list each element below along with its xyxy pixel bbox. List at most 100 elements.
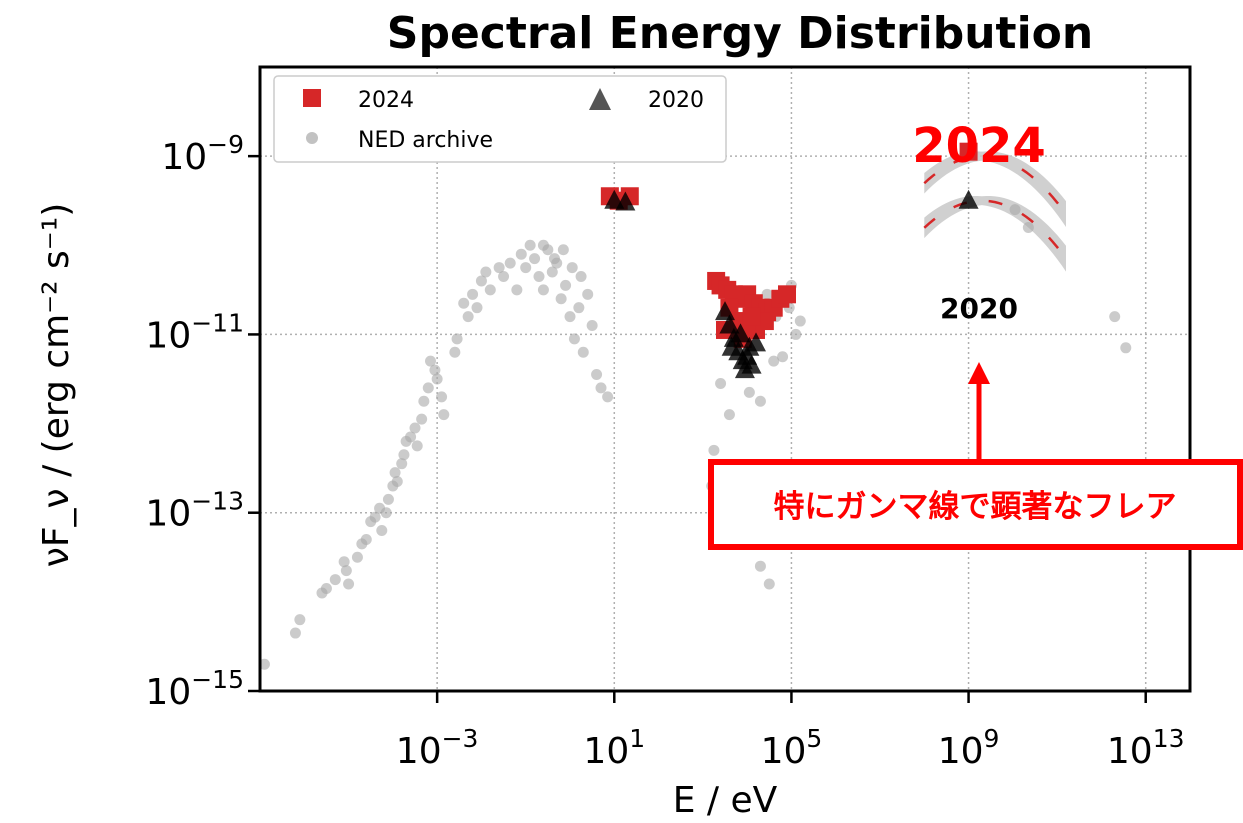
- ned-point: [389, 467, 401, 479]
- ned-point: [376, 525, 388, 537]
- ned-point: [515, 248, 527, 260]
- legend-label-ned: NED archive: [358, 128, 493, 153]
- ned-point: [422, 382, 434, 394]
- ned-point: [418, 395, 430, 407]
- ned-point: [557, 244, 569, 256]
- ned-point: [520, 262, 532, 274]
- ned-point: [511, 284, 523, 296]
- ned-point: [754, 560, 766, 572]
- ned-point: [380, 507, 392, 519]
- ned-point: [431, 373, 443, 385]
- legend-marker-ned: [306, 132, 318, 144]
- callout-arrow-head: [968, 362, 990, 384]
- fit-bands: [923, 151, 1068, 272]
- x-tick-label: 105: [761, 724, 823, 772]
- x-tick-label: 1013: [1107, 724, 1185, 772]
- x-tick-label: 101: [583, 724, 645, 772]
- point-2020: [734, 359, 755, 379]
- y-tick-label: 10−13: [145, 487, 244, 535]
- ned-point: [529, 253, 541, 265]
- point-2020: [719, 314, 740, 334]
- ned-point: [462, 311, 474, 323]
- ned-point: [537, 284, 549, 296]
- fit-band-2020: [924, 195, 1066, 272]
- y-tick-label: 10−15: [145, 665, 244, 713]
- x-axis-label: E / eV: [673, 780, 778, 821]
- ned-point: [1109, 311, 1121, 323]
- ned-point: [438, 409, 450, 421]
- ned-point: [568, 333, 580, 345]
- ned-point: [582, 288, 594, 300]
- point-2020: [739, 336, 760, 356]
- fit-band-2024: [924, 151, 1066, 227]
- callout-text: 特にガンマ線で顕著なフレア: [774, 489, 1177, 525]
- x-tick-label: 10−3: [396, 724, 479, 772]
- ned-point: [708, 444, 720, 456]
- y-tick-label: 10−11: [145, 308, 244, 356]
- ned-point: [504, 257, 516, 269]
- ned-point: [591, 369, 603, 381]
- ned-point: [493, 262, 505, 274]
- legend-marker-2024: [303, 89, 321, 107]
- ned-point: [329, 574, 341, 586]
- ned-point: [436, 391, 448, 403]
- data-points: [258, 142, 1132, 670]
- ned-point: [343, 578, 355, 590]
- fit-line-2024: [923, 154, 1068, 215]
- ned-point: [533, 270, 545, 282]
- ned-point: [409, 422, 421, 434]
- ned-point: [586, 320, 598, 332]
- point-2020: [615, 191, 636, 211]
- point-2024: [778, 285, 796, 304]
- ned-point: [524, 239, 536, 251]
- ned-point: [458, 297, 470, 309]
- ned-point: [754, 395, 766, 407]
- legend-box: [273, 75, 727, 163]
- callout-box: [708, 459, 1243, 550]
- ned-point: [467, 288, 479, 300]
- point-2020: [958, 189, 979, 209]
- ned-point: [602, 391, 614, 403]
- ned-point: [790, 328, 802, 340]
- x-tick-label: 109: [938, 724, 1000, 772]
- chart-title: Spectral Energy Distribution: [387, 8, 1093, 59]
- ned-point: [1120, 342, 1132, 354]
- ned-point: [425, 355, 436, 367]
- ned-point: [498, 270, 510, 282]
- ned-point: [564, 311, 576, 323]
- legend-marker-2020: [589, 88, 611, 110]
- point-2024: [959, 142, 978, 161]
- annotation-2020: 2020: [940, 292, 1018, 325]
- y-tick-label: 10−9: [161, 130, 244, 178]
- ned-point: [555, 293, 567, 305]
- ned-point: [340, 565, 352, 577]
- ned-point: [484, 284, 496, 296]
- ned-point: [405, 431, 417, 443]
- legend-label-2020: 2020: [648, 88, 704, 113]
- point-2020: [715, 301, 735, 321]
- ned-point: [763, 578, 775, 590]
- ned-point: [320, 582, 332, 594]
- plot-frame: [258, 65, 1192, 693]
- ned-point: [575, 270, 587, 282]
- legend-label-2024: 2024: [358, 88, 414, 113]
- y-axis-label: νF_ν / (erg cm⁻² s⁻¹): [36, 203, 77, 568]
- ned-point: [794, 315, 806, 327]
- ned-point: [573, 302, 585, 314]
- ned-point: [369, 511, 381, 523]
- ned-point: [546, 266, 558, 278]
- ned-point: [595, 382, 607, 394]
- ned-point: [289, 627, 301, 639]
- fit-line-2020: [923, 199, 1068, 260]
- annotation-2024: 2024: [912, 118, 1046, 174]
- legend: 2024 NED archive 2020: [273, 75, 727, 163]
- ned-point: [382, 493, 394, 505]
- ned-point: [715, 377, 727, 389]
- ned-point: [549, 253, 560, 265]
- ned-point: [294, 614, 306, 626]
- ned-point: [471, 302, 483, 314]
- ned-point: [451, 333, 463, 345]
- ned-point: [449, 346, 461, 358]
- point-2020: [730, 323, 751, 343]
